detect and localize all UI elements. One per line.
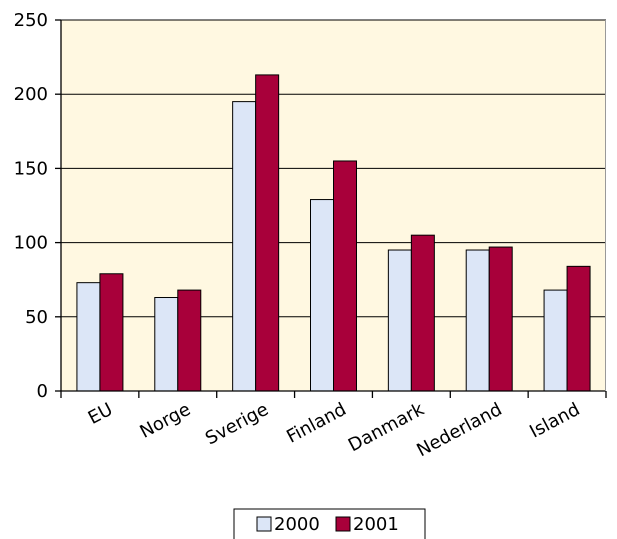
y-tick-label: 0: [37, 381, 48, 402]
x-tick-label: Sverige: [202, 399, 272, 449]
bar-2000-nederland: [465, 249, 490, 392]
legend: 2000 2001: [233, 508, 426, 539]
y-tick-label: 100: [14, 233, 48, 254]
bar-2001-danmark: [410, 234, 435, 392]
x-tick-label: EU: [85, 399, 117, 429]
bar-2000-eu: [76, 282, 101, 392]
y-axis-ticks: 0 50 100 150 200 250: [14, 10, 61, 402]
y-tick-label: 200: [14, 84, 48, 105]
x-tick-label: Finland: [283, 399, 350, 448]
y-tick-label: 50: [25, 307, 48, 328]
legend-swatch-2000: [256, 516, 272, 532]
bar-2000-sverige: [232, 101, 257, 392]
bar-2001-nederland: [488, 246, 513, 392]
bar-2000-norge: [154, 297, 179, 392]
legend-swatch-2001: [335, 516, 351, 532]
bar-2001-sverige: [255, 74, 280, 392]
bar-2001-eu: [99, 273, 124, 392]
y-tick-label: 250: [14, 10, 48, 31]
legend-label-2001: 2001: [353, 514, 399, 535]
legend-label-2000: 2000: [274, 514, 320, 535]
x-tick-label: Nederland: [413, 399, 505, 461]
bar-2001-finland: [333, 160, 357, 392]
x-tick-label: Norge: [137, 399, 195, 443]
bar-2001-island: [566, 265, 591, 392]
bar-2000-danmark: [387, 249, 412, 392]
plot-border-right: [605, 20, 606, 391]
bar-2001-norge: [177, 289, 202, 392]
bar-2000-island: [543, 289, 568, 392]
x-tick-label: Island: [526, 399, 583, 443]
y-tick-label: 150: [14, 158, 48, 179]
bar-2000-finland: [310, 199, 334, 392]
